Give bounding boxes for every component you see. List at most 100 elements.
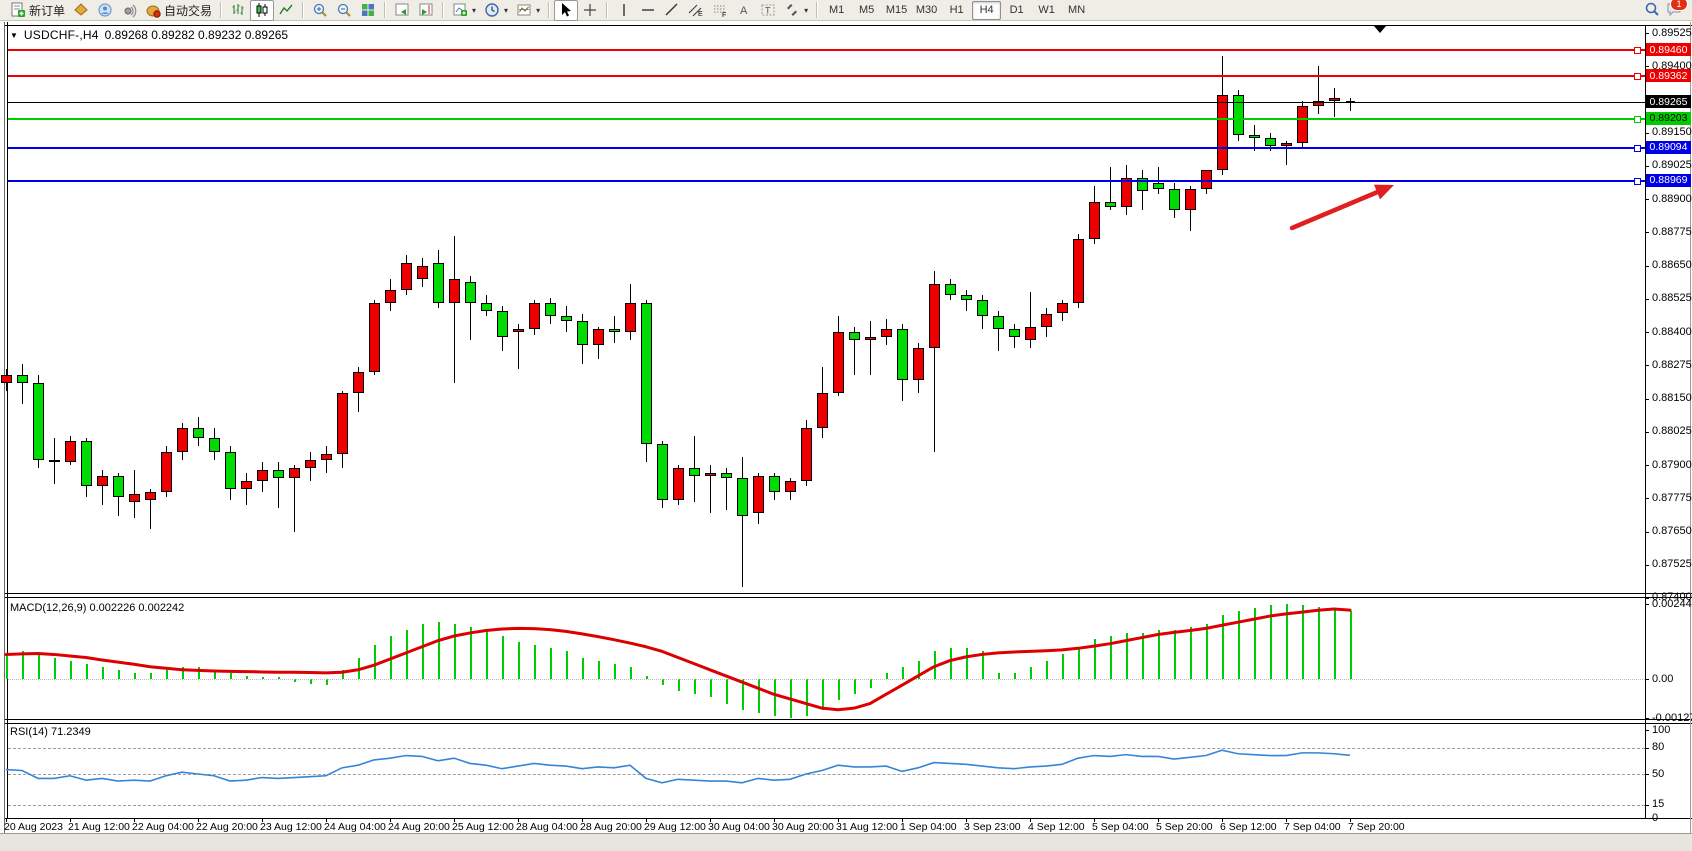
equidistant-channel-button[interactable]: E	[684, 0, 708, 21]
new-order-button[interactable]: 新订单	[6, 0, 69, 21]
time-label: 24 Aug 20:00	[388, 821, 450, 833]
candle-body	[609, 329, 620, 333]
bar-chart-button[interactable]	[226, 0, 250, 21]
price-scale-axis[interactable]	[1645, 25, 1646, 818]
arrows-button[interactable]: ▾	[780, 0, 812, 21]
timeframe-button-d1[interactable]: D1	[1009, 4, 1024, 16]
vertical-line-button[interactable]	[612, 0, 636, 21]
autotrade-label: 自动交易	[164, 3, 213, 18]
timeframe-button-w1[interactable]: W1	[1038, 4, 1055, 16]
candle-wick	[934, 270, 935, 452]
candle-body	[1025, 326, 1036, 341]
timeframe-button-h1[interactable]: H1	[949, 4, 964, 16]
macd-histogram-bar	[598, 660, 600, 679]
timeframe-button-h4[interactable]: H4	[972, 0, 1002, 20]
line-handle[interactable]	[1634, 115, 1641, 123]
fibonacci-button[interactable]: F	[708, 0, 732, 21]
timeframe-button-m1[interactable]: M1	[828, 4, 845, 16]
new-chart-button[interactable]: ▾	[448, 0, 480, 21]
horizontal-line-object[interactable]	[8, 75, 1645, 78]
chart-shift-button[interactable]	[414, 0, 438, 21]
candle-body	[801, 427, 812, 481]
chart-window[interactable]: ▼ USDCHF-,H4 0.89268 0.89282 0.89232 0.8…	[0, 22, 1692, 833]
line-chart-button[interactable]	[274, 0, 298, 21]
line-handle[interactable]	[1634, 73, 1641, 81]
line-handle[interactable]	[1634, 177, 1641, 185]
cursor-button[interactable]	[554, 0, 579, 21]
timeframe-button-m5[interactable]: M5	[858, 4, 875, 16]
candle-body	[401, 262, 412, 290]
horizontal-line-button[interactable]	[636, 0, 660, 21]
candle-body	[1233, 95, 1244, 136]
time-tick	[1158, 818, 1159, 822]
community-button[interactable]	[93, 0, 117, 21]
price-tick-label: 0.87900	[1652, 458, 1692, 471]
candle-wick	[454, 236, 455, 383]
time-label: 3 Sep 23:00	[964, 821, 1021, 833]
horizontal-line-object[interactable]	[8, 117, 1645, 120]
candle-body	[625, 302, 636, 333]
line-handle[interactable]	[1634, 47, 1641, 55]
search-icon[interactable]	[1644, 1, 1660, 17]
candle-body	[49, 459, 60, 463]
candle-body	[1009, 329, 1020, 338]
zoom-in-button[interactable]	[308, 0, 332, 21]
svg-text:A: A	[740, 5, 748, 17]
publish-button[interactable]	[69, 0, 93, 21]
rsi-level-line	[8, 774, 1645, 775]
auto-scroll-button[interactable]	[390, 0, 414, 21]
candle-body	[1281, 143, 1292, 146]
timeframe-button-m30[interactable]: M30	[915, 4, 938, 16]
collapse-triangle-icon[interactable]: ▼	[10, 30, 18, 40]
horizontal-line-object[interactable]	[8, 146, 1645, 149]
candle-body	[497, 310, 508, 338]
macd-histogram-bar	[1014, 672, 1016, 679]
autotrade-button[interactable]: 自动交易	[141, 0, 216, 21]
horizontal-line-object[interactable]	[8, 179, 1645, 182]
candle-wick	[278, 462, 279, 508]
macd-histogram-bar	[1062, 654, 1064, 679]
pane-frame	[5, 593, 1692, 594]
channel-icon: E	[688, 2, 704, 18]
macd-histogram-bar	[1046, 660, 1048, 679]
timeframe-button-m15[interactable]: M15	[885, 4, 908, 16]
macd-histogram-bar	[166, 669, 168, 679]
chat-icon[interactable]: 1	[1666, 0, 1688, 17]
timeframe-button-mn[interactable]: MN	[1068, 4, 1086, 16]
rsi-level-line	[8, 747, 1645, 749]
zoom-out-button[interactable]	[332, 0, 356, 21]
time-label: 30 Aug 20:00	[772, 821, 834, 833]
candle-wick	[1030, 292, 1031, 349]
line-handle[interactable]	[1634, 144, 1641, 152]
window-left-border	[4, 22, 5, 833]
candle-wick	[22, 364, 23, 404]
trendline-button[interactable]	[660, 0, 684, 21]
signals-button[interactable]	[117, 0, 141, 21]
tile-windows-button[interactable]	[356, 0, 380, 21]
macd-tick	[1645, 679, 1649, 680]
macd-zero-line	[8, 679, 1645, 680]
macd-histogram-bar	[838, 679, 840, 701]
chart-shift-marker-icon[interactable]	[1374, 26, 1386, 33]
price-tick	[1645, 33, 1649, 34]
text-label-button[interactable]: T	[756, 0, 780, 21]
macd-histogram-bar	[326, 679, 328, 686]
time-tick	[1222, 818, 1223, 822]
macd-histogram-bar	[1110, 636, 1112, 679]
time-label: 28 Aug 04:00	[516, 821, 578, 833]
pane-frame	[5, 719, 1692, 720]
price-tick	[1645, 498, 1649, 500]
periods-button[interactable]: ▾	[480, 0, 512, 21]
horizontal-line-object[interactable]	[8, 49, 1645, 52]
templates-button[interactable]: ▾	[512, 0, 544, 21]
candle-chart-button[interactable]	[250, 0, 275, 21]
crosshair-button[interactable]	[578, 0, 602, 21]
horizontal-line-icon	[640, 2, 656, 18]
dropdown-caret-icon: ▾	[504, 5, 509, 15]
text-button[interactable]: A	[732, 0, 756, 21]
candle-body	[1201, 169, 1212, 189]
time-tick	[646, 818, 647, 822]
time-label: 25 Aug 12:00	[452, 821, 514, 833]
text-label-icon: T	[760, 2, 776, 18]
